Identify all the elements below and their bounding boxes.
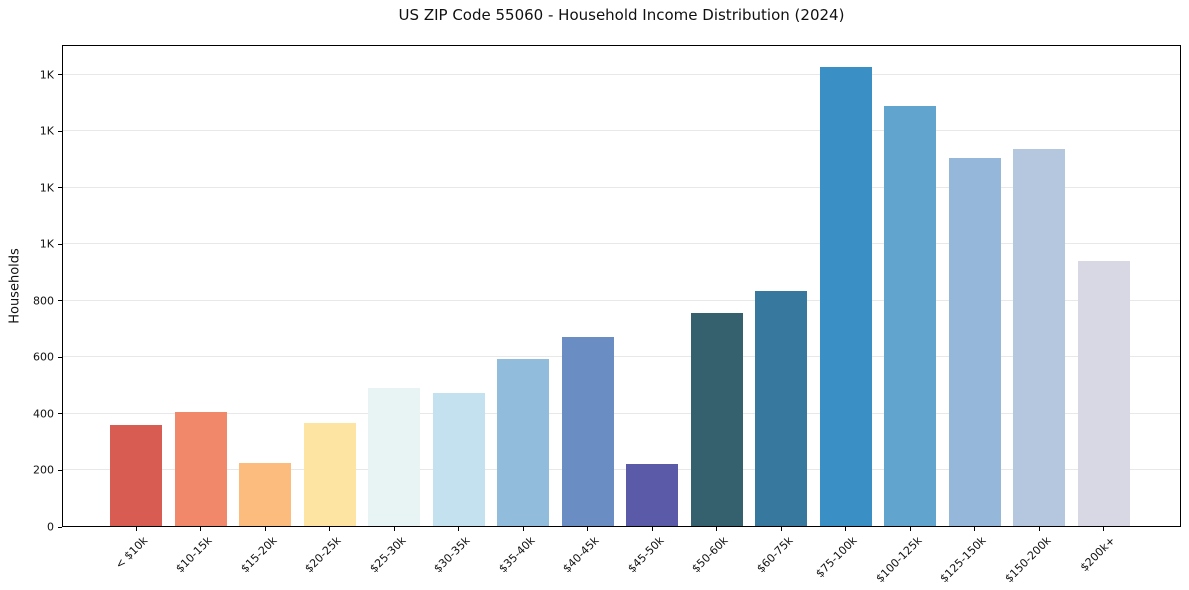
x-tick-mark xyxy=(200,527,201,531)
x-tick-label: $200k+ xyxy=(1077,534,1118,575)
y-tick-label: 1K xyxy=(39,237,54,251)
y-tick-label: 400 xyxy=(33,407,54,421)
x-tick-mark xyxy=(458,527,459,531)
x-tick-mark xyxy=(264,527,266,531)
x-tick-label: $35-40k xyxy=(495,534,538,576)
bar xyxy=(626,463,678,526)
y-tick-mark xyxy=(58,413,62,415)
bar xyxy=(561,337,614,526)
x-tick-mark xyxy=(587,527,588,531)
bar xyxy=(1077,261,1130,526)
bar xyxy=(819,66,872,526)
x-tick-label: $60-75k xyxy=(753,534,796,576)
bar xyxy=(755,290,807,526)
y-tick-mark xyxy=(58,130,62,132)
plot-area xyxy=(62,45,1181,527)
grid-line xyxy=(63,186,1180,188)
grid-line xyxy=(63,469,1180,471)
grid-line xyxy=(63,243,1180,245)
x-tick-label: $45-50k xyxy=(624,534,667,576)
x-tick-label: $10-15k xyxy=(173,534,215,576)
bar xyxy=(884,105,936,526)
x-tick-label: $150-200k xyxy=(1002,534,1054,586)
y-tick-mark xyxy=(58,300,62,302)
grid-line xyxy=(63,130,1180,132)
y-tick-label: 1K xyxy=(39,68,54,82)
grid-line xyxy=(63,73,1180,75)
bar xyxy=(303,422,356,526)
x-tick-label: $25-30k xyxy=(366,534,409,576)
y-tick-mark xyxy=(58,74,62,76)
x-tick-mark xyxy=(845,527,846,531)
bar xyxy=(368,387,420,526)
y-tick-label: 800 xyxy=(33,294,54,308)
x-tick-label: $125-150k xyxy=(937,534,989,586)
grid-line xyxy=(63,299,1180,301)
y-tick-mark xyxy=(58,526,62,528)
grid-line xyxy=(63,356,1180,358)
x-tick-mark xyxy=(522,527,524,531)
x-tick-mark xyxy=(909,527,911,531)
bar xyxy=(432,392,485,526)
x-tick-mark xyxy=(329,527,330,531)
y-tick-mark xyxy=(58,243,62,245)
x-tick-mark xyxy=(1103,527,1104,531)
x-tick-mark xyxy=(651,527,653,531)
x-tick-mark xyxy=(135,527,137,531)
bar xyxy=(948,158,1001,526)
y-tick-mark xyxy=(58,469,62,471)
x-tick-label: < $10k xyxy=(112,534,151,572)
x-tick-label: $15-20k xyxy=(237,534,280,576)
bar xyxy=(1013,148,1065,526)
x-tick-mark xyxy=(716,527,717,531)
x-tick-mark xyxy=(393,527,395,531)
x-tick-mark xyxy=(1038,527,1040,531)
y-tick-label: 0 xyxy=(47,520,54,534)
bar xyxy=(239,462,291,526)
x-tick-mark xyxy=(780,527,782,531)
bar xyxy=(497,359,549,526)
bar xyxy=(690,313,743,526)
x-tick-mark xyxy=(974,527,975,531)
y-tick-label: 1K xyxy=(39,181,54,195)
y-tick-label: 1K xyxy=(39,124,54,138)
y-axis-label: Households xyxy=(7,248,23,324)
bar xyxy=(110,424,162,526)
grid-line xyxy=(63,412,1180,414)
y-tick-mark xyxy=(58,356,62,358)
x-tick-label: $30-35k xyxy=(431,534,473,576)
x-tick-label: $100-125k xyxy=(873,534,925,586)
chart-title: US ZIP Code 55060 - Household Income Dis… xyxy=(398,6,845,24)
x-tick-label: $40-45k xyxy=(560,534,602,576)
y-tick-label: 200 xyxy=(33,463,54,477)
x-tick-label: $50-60k xyxy=(689,534,731,576)
bar xyxy=(174,411,227,526)
y-tick-label: 600 xyxy=(33,350,54,364)
y-tick-mark xyxy=(58,187,62,189)
x-tick-label: $20-25k xyxy=(302,534,344,576)
x-tick-label: $75-100k xyxy=(813,534,860,581)
